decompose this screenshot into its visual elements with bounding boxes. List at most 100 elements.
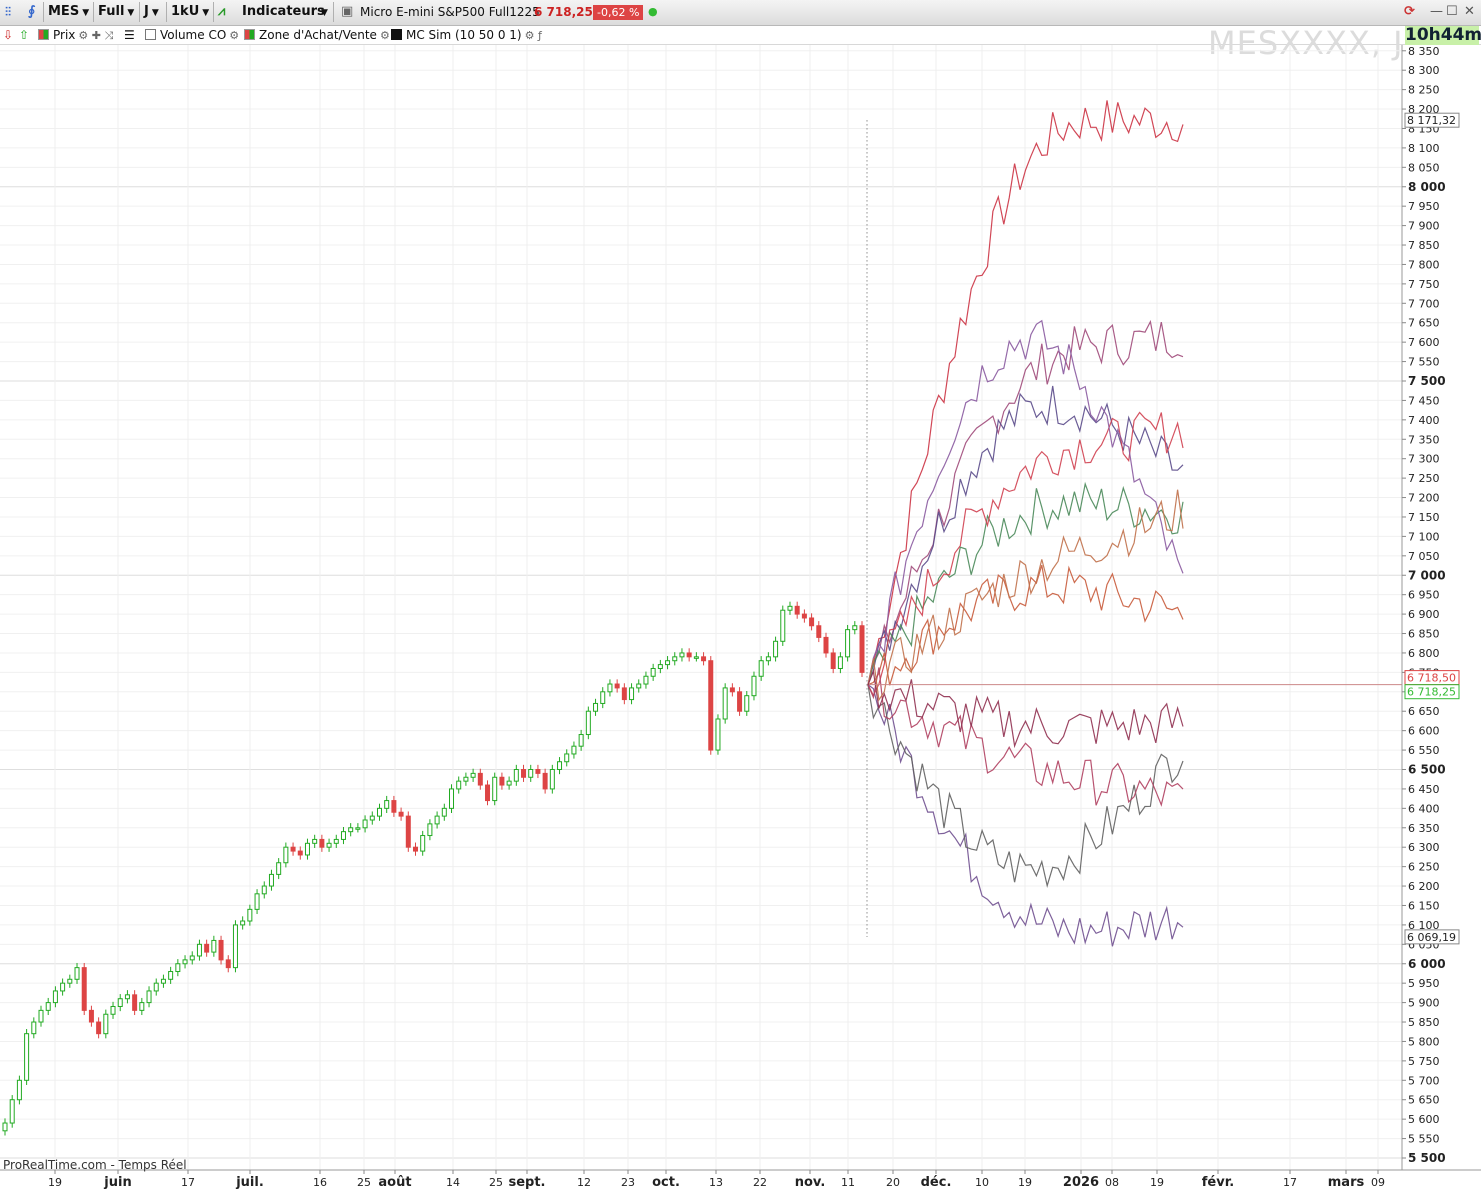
chart-type-icon[interactable]: ⫶⫶	[5, 5, 12, 19]
y-tick-label: 7 450	[1408, 394, 1440, 407]
candle-body	[81, 967, 87, 1011]
close-icon[interactable]: ✕	[1464, 4, 1475, 19]
candle	[117, 994, 123, 1012]
candle	[499, 772, 505, 790]
x-tick-label: 19	[1150, 1176, 1164, 1189]
candle	[737, 687, 743, 716]
list-icon[interactable]: ☰	[124, 28, 135, 42]
candle-body	[751, 675, 757, 697]
candle	[240, 916, 246, 930]
indicator-price[interactable]: Prix ⚙ ✚ ⤨	[38, 27, 113, 43]
candle-body	[650, 667, 656, 677]
units-select[interactable]: 1kU ▼	[171, 4, 210, 19]
candle-body	[333, 838, 339, 844]
y-tick-label: 6 000	[1408, 957, 1446, 971]
candle	[16, 1075, 22, 1105]
candle	[492, 772, 498, 806]
candle	[333, 834, 339, 848]
price-tag-box	[1404, 929, 1460, 945]
candle-body	[211, 939, 217, 953]
indicator-volume[interactable]: Volume CO ⚙	[145, 27, 239, 43]
candle-body	[765, 656, 771, 662]
candle	[643, 671, 649, 689]
indicators-dropdown[interactable]: ▼	[321, 8, 328, 18]
y-tick-label: 5 950	[1408, 977, 1440, 990]
candle-body	[477, 772, 483, 786]
candle-body	[852, 625, 858, 631]
candle	[542, 768, 548, 794]
candle	[204, 939, 210, 957]
y-tick-label: 6 100	[1408, 919, 1440, 932]
candle-body	[103, 1013, 109, 1035]
x-tick-label: déc.	[921, 1175, 952, 1190]
buy-icon[interactable]: ⇧	[19, 28, 30, 42]
simulation-paths	[867, 100, 1184, 947]
y-tick-label: 8 250	[1408, 84, 1440, 97]
candle-body	[456, 780, 462, 790]
candle-body	[45, 1002, 51, 1011]
candle	[513, 764, 519, 786]
candle	[593, 698, 599, 716]
candle-body	[701, 656, 707, 662]
candle-body	[823, 636, 829, 654]
candle-body	[312, 838, 318, 844]
candle	[348, 823, 354, 837]
info-icon[interactable]: ▣	[341, 4, 354, 19]
x-tick-label: juin	[103, 1175, 131, 1190]
link-icon[interactable]: ∮	[28, 4, 36, 19]
candle	[794, 601, 800, 619]
candle-body	[16, 1079, 22, 1101]
x-tick-label: mars	[1328, 1175, 1365, 1190]
candle	[758, 656, 764, 681]
symbol-select[interactable]: MES ▼	[48, 4, 90, 19]
candle	[175, 959, 181, 977]
period-select[interactable]: J ▼	[144, 4, 159, 19]
candle	[729, 683, 735, 697]
date-axis[interactable]: 19 juin 17 juil. 16 25 août 14 25 sept. 12 23 oct. 13…	[0, 1169, 1481, 1190]
candle	[153, 978, 159, 996]
candle-body	[492, 776, 498, 802]
candle-body	[614, 683, 620, 689]
mode-select[interactable]: Full ▼	[98, 4, 135, 19]
candle-body	[744, 695, 750, 712]
indicators-button[interactable]: Indicateurs	[242, 2, 325, 22]
candle	[304, 838, 310, 860]
y-tick-label: 8 100	[1408, 142, 1440, 155]
candle-body	[549, 769, 555, 790]
y-tick-label: 6 350	[1408, 822, 1440, 835]
y-tick-label: 6 650	[1408, 705, 1440, 718]
sell-icon[interactable]: ⇩	[3, 28, 14, 42]
period-label: J	[144, 4, 149, 19]
candle	[701, 652, 707, 666]
maximize-icon[interactable]: ☐	[1446, 4, 1458, 19]
x-tick-label: 14	[446, 1176, 460, 1189]
minimize-icon[interactable]: —	[1430, 4, 1443, 19]
candle-body	[801, 613, 807, 619]
candle	[521, 764, 527, 782]
simulation-path	[867, 385, 1184, 686]
y-tick-label: 8 300	[1408, 64, 1440, 77]
candle-body	[139, 1002, 145, 1011]
indicator-mcsim[interactable]: MC Sim (10 50 0 1) ⚙ ƒ	[391, 27, 542, 43]
candle-body	[845, 629, 851, 658]
refresh-icon[interactable]: ⟳	[1404, 4, 1415, 19]
candle	[268, 869, 274, 891]
candle	[139, 997, 145, 1016]
candle-body	[506, 780, 512, 786]
x-tick-label: 12	[577, 1176, 591, 1189]
candle-body	[722, 687, 728, 720]
candle	[535, 764, 541, 779]
x-tick-label: 25	[489, 1176, 503, 1189]
units-label: 1kU	[171, 4, 200, 19]
x-tick-label: nov.	[795, 1175, 826, 1190]
y-tick-label: 7 400	[1408, 414, 1440, 427]
candle	[686, 648, 692, 662]
y-tick-label: 6 550	[1408, 744, 1440, 757]
candle-body	[204, 943, 210, 953]
candle-body	[564, 753, 570, 763]
indicator-zone[interactable]: Zone d'Achat/Vente ⚙	[244, 27, 390, 43]
candle-body	[124, 994, 130, 1000]
price-tag: 8 171,32	[1404, 112, 1460, 128]
